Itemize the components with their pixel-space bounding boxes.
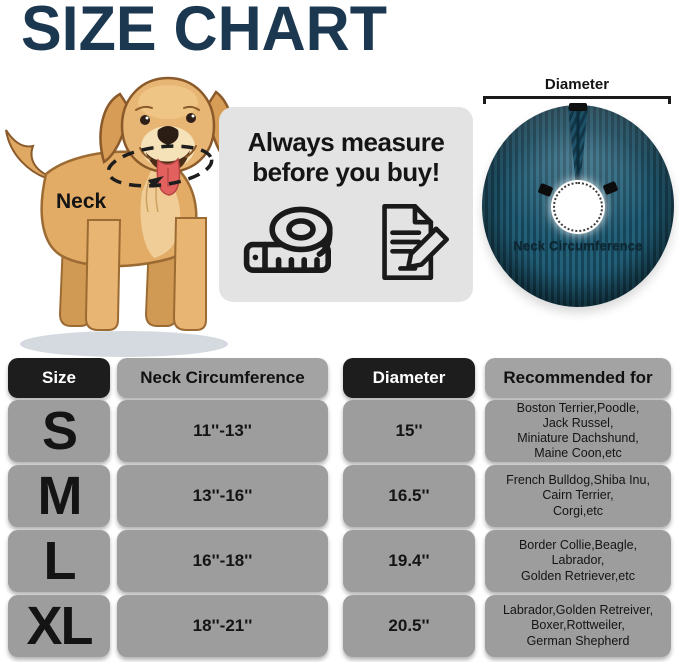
- measure-reminder-card: Always measure before you buy!: [219, 107, 473, 302]
- tape-measure-icon: [243, 206, 333, 274]
- diameter-cell: 20.5'': [343, 595, 475, 657]
- neck-hole: [551, 180, 605, 234]
- cone-strap-right: [602, 180, 619, 196]
- neck-circumference-cell: 11''-13'': [117, 400, 328, 462]
- size-cell: S: [8, 400, 110, 462]
- size-cell: L: [8, 530, 110, 592]
- recommended-for-cell: Boston Terrier,Poodle, Jack Russel, Mini…: [485, 400, 671, 462]
- neck-measure-dashed-ellipse: [106, 144, 214, 188]
- neck-circumference-label: Neck Circumference: [513, 238, 643, 253]
- neck-label: Neck: [56, 190, 107, 213]
- diameter-cell: 16.5'': [343, 465, 475, 527]
- golden-retriever-drawing: [5, 76, 235, 357]
- recommended-for-cell: French Bulldog,Shiba Inu, Cairn Terrier,…: [485, 465, 671, 527]
- neck-circumference-cell: 18''-21'': [117, 595, 328, 657]
- size-cell: XL: [8, 595, 110, 657]
- table-header-recommended-for: Recommended for: [485, 358, 671, 398]
- size-table: Size Neck Circumference Diameter Recomme…: [8, 358, 672, 658]
- size-cell: M: [8, 465, 110, 527]
- diameter-cell: 15'': [343, 400, 475, 462]
- table-header-neck-circumference: Neck Circumference: [117, 358, 328, 398]
- cone-strap-left: [537, 182, 554, 198]
- recommended-for-cell: Border Collie,Beagle, Labrador, Golden R…: [485, 530, 671, 592]
- page-title: SIZE CHART: [21, 0, 387, 64]
- diameter-cell: 19.4'': [343, 530, 475, 592]
- dog-illustration: Neck: [0, 68, 242, 364]
- neck-circumference-cell: 13''-16'': [117, 465, 328, 527]
- dog-cone-product-image: Neck Circumference: [482, 103, 674, 307]
- measure-icons: [219, 201, 473, 283]
- cone-top-seam: [576, 107, 580, 183]
- neck-circumference-cell: 16''-18'': [117, 530, 328, 592]
- document-pencil-icon: [382, 204, 450, 281]
- diameter-bracket: [483, 96, 671, 104]
- table-header-diameter: Diameter: [343, 358, 475, 398]
- table-header-size: Size: [8, 358, 110, 398]
- recommended-for-cell: Labrador,Golden Retreiver, Boxer,Rottwei…: [485, 595, 671, 657]
- cone-clip: [569, 103, 587, 111]
- measure-reminder-text: Always measure before you buy!: [247, 127, 445, 188]
- diameter-label: Diameter: [544, 76, 610, 93]
